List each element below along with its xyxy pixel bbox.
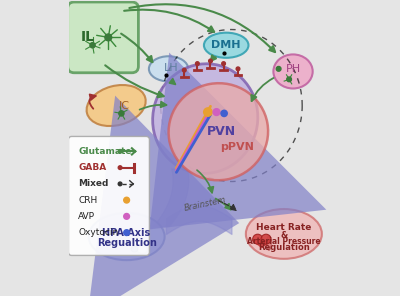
Text: CRH: CRH [78,196,97,205]
Text: Arterial Pressure: Arterial Pressure [247,237,321,246]
Text: LH: LH [164,62,178,73]
Circle shape [119,111,124,116]
FancyBboxPatch shape [68,2,138,73]
Text: AVP: AVP [78,212,95,221]
Text: Heart Rate: Heart Rate [256,223,312,232]
Circle shape [287,77,292,82]
Text: Oxytocin: Oxytocin [78,228,118,237]
Circle shape [196,62,199,65]
Ellipse shape [131,246,138,252]
Ellipse shape [273,54,313,89]
Ellipse shape [137,246,148,254]
Ellipse shape [86,85,146,126]
Circle shape [90,43,95,48]
Ellipse shape [204,33,248,58]
Text: IL: IL [81,30,95,44]
Circle shape [118,166,122,170]
Circle shape [124,197,130,203]
Circle shape [276,67,281,71]
Circle shape [182,68,186,72]
Text: HPA Axis: HPA Axis [102,228,151,238]
Circle shape [222,62,226,65]
Text: Brainstem: Brainstem [183,195,227,213]
Circle shape [236,67,240,71]
Circle shape [124,213,130,219]
Text: Regualtion: Regualtion [97,238,156,248]
Text: IC: IC [118,101,130,110]
Text: PH: PH [286,64,300,74]
Ellipse shape [168,83,268,180]
Text: PVN: PVN [206,125,236,138]
Circle shape [209,59,212,63]
Ellipse shape [246,209,322,259]
Circle shape [213,109,220,115]
Ellipse shape [149,56,188,81]
Circle shape [221,110,227,117]
Circle shape [118,182,122,186]
Ellipse shape [253,234,263,244]
Circle shape [124,230,130,236]
Circle shape [105,34,112,41]
Ellipse shape [89,213,165,260]
Text: &: & [280,231,288,240]
Ellipse shape [153,64,258,173]
Ellipse shape [266,236,271,250]
Text: DMH: DMH [212,40,241,50]
Text: GABA: GABA [78,163,106,172]
Circle shape [118,149,122,153]
Circle shape [204,108,212,116]
Text: Regulation: Regulation [258,243,310,252]
Polygon shape [252,240,271,247]
Text: Mixed: Mixed [78,179,108,188]
FancyBboxPatch shape [68,136,150,255]
Ellipse shape [261,234,271,244]
Text: Glutamate: Glutamate [78,147,132,156]
Text: pPVN: pPVN [220,142,254,152]
